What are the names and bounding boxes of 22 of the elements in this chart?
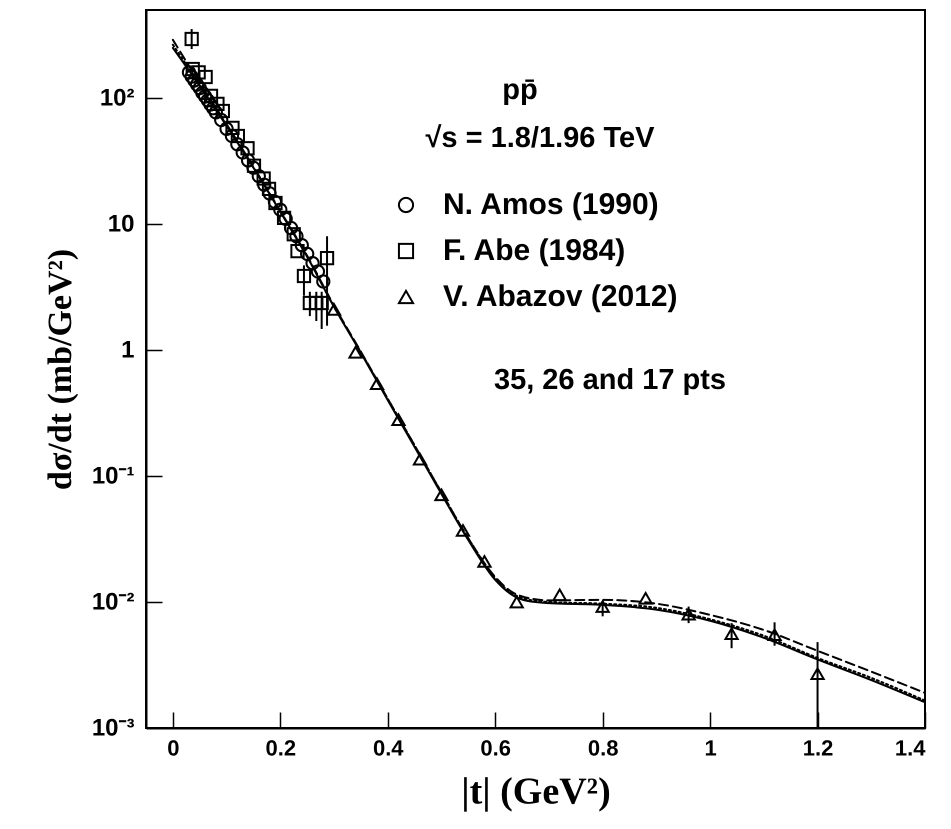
x-tick-label: 0: [167, 736, 180, 760]
annotation: 35, 26 and 17 pts: [494, 364, 726, 396]
x-tick-label: 1.2: [802, 736, 834, 760]
y-tick-label: 10⁻³: [92, 714, 135, 742]
x-tick-label: 0.8: [588, 736, 618, 760]
legend-label: N. Amos (1990): [443, 188, 659, 221]
y-axis-title: dσ/dt (mb/GeV²): [42, 248, 79, 490]
annotation: √s = 1.8/1.96 TeV: [426, 122, 656, 154]
legend-label: F. Abe (1984): [443, 234, 626, 267]
x-tick-label: 1.4: [894, 736, 926, 760]
y-tick-label: 10⁻¹: [92, 462, 135, 490]
x-axis-title: |t| (GeV²): [461, 770, 611, 812]
x-tick-label: 0.2: [266, 736, 296, 760]
annotation: pp̄: [502, 74, 538, 106]
x-tick-label: 0.6: [480, 736, 512, 760]
legend-label: V. Abazov (2012): [443, 280, 678, 313]
x-tick-label: 1: [704, 736, 717, 760]
y-tick-label: 10⁻²: [92, 588, 135, 616]
x-tick-label: 0.4: [372, 736, 404, 760]
y-tick-label: 10²: [100, 84, 135, 112]
y-tick-label: 1: [121, 336, 134, 364]
y-tick-label: 10: [108, 210, 134, 238]
